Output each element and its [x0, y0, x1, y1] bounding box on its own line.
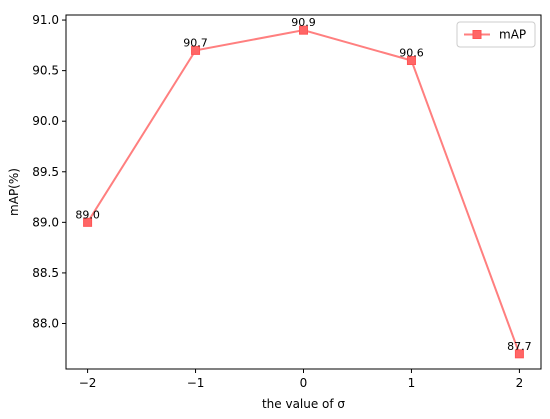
y-axis: 88.0 88.5 89.0 89.5 90.0 90.5 91.0	[32, 13, 66, 330]
y-tick-label: 90.0	[32, 114, 59, 128]
legend-box	[456, 21, 536, 48]
y-tick-label: 90.5	[32, 64, 59, 78]
data-labels: 89.0 90.7 90.9 90.6 87.7	[75, 16, 531, 353]
y-tick-label: 91.0	[32, 13, 59, 27]
data-value-label: 89.0	[75, 208, 100, 221]
x-tick-label: 2	[516, 376, 524, 390]
legend-marker	[472, 30, 482, 39]
plot-area	[65, 14, 542, 370]
x-axis: −2 −1 0 1 2	[79, 369, 523, 390]
data-point-marker	[514, 349, 524, 359]
data-point-marker	[83, 217, 93, 227]
data-point-marker	[191, 45, 201, 55]
legend-label: mAP	[499, 28, 526, 42]
y-tick-label: 89.5	[32, 165, 59, 179]
x-axis-label: the value of σ	[262, 397, 345, 411]
data-value-label: 90.6	[399, 47, 424, 60]
y-axis-label: mAP(%)	[7, 168, 21, 216]
data-value-label: 90.9	[291, 16, 316, 29]
series-group	[83, 25, 524, 359]
legend: mAP	[456, 21, 536, 48]
x-tick-label: 1	[408, 376, 416, 390]
y-tick-label: 89.0	[32, 215, 59, 229]
x-tick-label: −2	[79, 376, 97, 390]
data-value-label: 87.7	[507, 340, 532, 353]
data-point-marker	[299, 25, 308, 35]
data-value-label: 90.7	[183, 36, 208, 49]
x-tick-label: −1	[187, 376, 205, 390]
x-tick-label: 0	[300, 376, 308, 390]
y-tick-label: 88.5	[32, 266, 59, 280]
data-point-marker	[406, 56, 416, 66]
y-tick-label: 88.0	[32, 316, 59, 330]
